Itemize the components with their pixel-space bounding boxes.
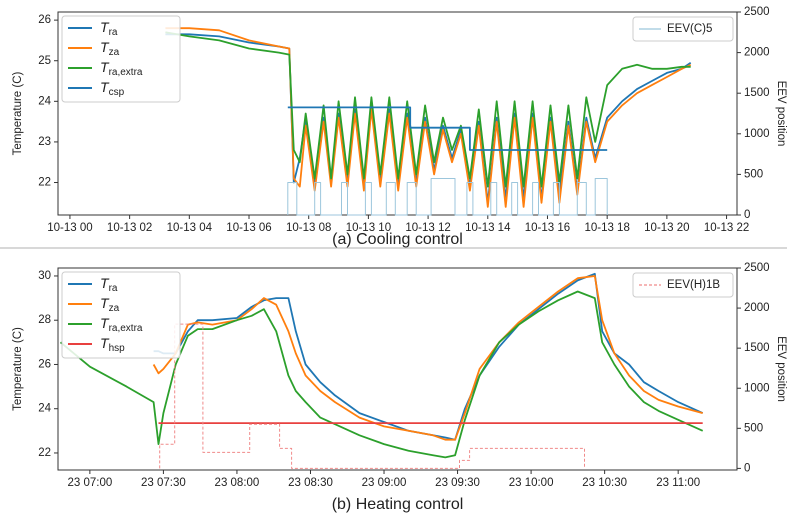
temperature-line	[165, 31, 691, 188]
legend-label: Tra,extra	[100, 59, 143, 78]
y2-tick-label: 0	[744, 462, 750, 474]
x-tick-label: 10-13 00	[47, 222, 92, 234]
y2-tick-label: 500	[744, 168, 763, 180]
legend-symbol: T	[100, 19, 110, 35]
x-tick-label: 10-13 02	[107, 222, 152, 234]
x-tick-label: 10-13 22	[704, 222, 749, 234]
y-tick-label: 24	[38, 403, 51, 415]
temperature-line	[287, 106, 608, 151]
y2-tick-label: 1500	[744, 342, 770, 354]
y-axis-label: Temperature (C)	[12, 71, 24, 155]
panel-title: (a) Cooling control	[332, 231, 463, 248]
x-tick-label: 10-13 04	[167, 222, 213, 234]
y2-tick-label: 2000	[744, 47, 770, 59]
y-axis-label: Temperature (C)	[12, 327, 24, 411]
legend-subscript: ra,extra	[109, 67, 143, 78]
legend-label: Tcsp	[100, 79, 125, 98]
legend-subscript: za	[109, 303, 120, 314]
x-tick-label: 10-13 20	[644, 222, 689, 234]
y-tick-label: 22	[38, 447, 51, 459]
plot-frame	[57, 267, 738, 471]
eev-line	[287, 178, 608, 216]
legend-subscript: csp	[109, 87, 125, 98]
x-tick-label: 10-13 10	[346, 222, 391, 234]
y-tick-label: 23	[38, 136, 51, 148]
y2-tick-label: 1000	[744, 128, 770, 140]
x-tick-label: 23 08:00	[215, 477, 260, 489]
y2-tick-label: 2500	[744, 6, 770, 18]
legend-label: Tza	[100, 295, 120, 314]
x-tick-label: 23 09:00	[362, 477, 407, 489]
x-tick-label: 23 07:00	[67, 477, 112, 489]
x-tick-label: 23 10:00	[509, 477, 554, 489]
legend-label: Thsp	[100, 335, 125, 354]
temperature-line	[153, 272, 704, 441]
x-tick-label: 10-13 06	[226, 222, 271, 234]
legend-symbol: T	[100, 295, 110, 311]
legend-symbol: T	[100, 315, 110, 331]
legend-label: Tra,extra	[100, 315, 143, 334]
legend-box	[632, 272, 734, 298]
x-tick-label: 23 11:00	[656, 477, 700, 489]
legend-symbol: T	[100, 335, 110, 351]
temperature-line	[165, 27, 692, 208]
x-tick-label: 10-13 12	[405, 222, 450, 234]
y2-tick-label: 1500	[744, 87, 770, 99]
legend-subscript: hsp	[109, 343, 126, 354]
panel-title: (b) Heating control	[332, 496, 464, 513]
legend-subscript: ra	[109, 27, 118, 38]
legend-box	[61, 15, 181, 103]
legend-label: Tza	[100, 39, 120, 58]
legend-symbol: T	[100, 79, 110, 95]
y-tick-label: 22	[38, 177, 51, 189]
legend-subscript: za	[109, 47, 120, 58]
y-tick-label: 30	[38, 270, 51, 282]
x-tick-label: 23 10:30	[582, 477, 627, 489]
y2-tick-label: 0	[744, 209, 750, 221]
y2-tick-label: 2000	[744, 302, 770, 314]
legend-box	[632, 16, 734, 42]
y2-axis-label: EEV position	[775, 336, 787, 402]
x-tick-label: 23 08:30	[288, 477, 333, 489]
legend-subscript: ra,extra	[109, 323, 143, 334]
y-tick-label: 28	[38, 314, 51, 326]
legend-symbol: T	[100, 275, 110, 291]
legend-label: EEV(C)5	[667, 23, 712, 35]
eev-line	[159, 323, 585, 469]
y-tick-label: 26	[38, 14, 51, 26]
y2-axis-label: EEV position	[775, 81, 787, 147]
y2-tick-label: 500	[744, 422, 763, 434]
x-tick-label: 10-13 14	[465, 222, 511, 234]
y-tick-label: 25	[38, 55, 51, 67]
legend-symbol: T	[100, 39, 110, 55]
legend-subscript: ra	[109, 283, 118, 294]
y2-tick-label: 2500	[744, 262, 770, 274]
x-tick-label: 10-13 18	[584, 222, 629, 234]
x-tick-label: 10-13 16	[525, 222, 570, 234]
y-tick-label: 24	[38, 95, 51, 107]
temperature-line	[152, 275, 703, 441]
y-tick-label: 26	[38, 358, 51, 370]
legend-symbol: T	[100, 59, 110, 75]
x-tick-label: 10-13 08	[286, 222, 331, 234]
temperature-line	[59, 290, 704, 459]
x-tick-label: 23 07:30	[141, 477, 186, 489]
legend-label: EEV(H)1B	[667, 279, 720, 291]
legend-label: Tra	[100, 19, 118, 38]
legend-box	[61, 271, 181, 359]
legend-label: Tra	[100, 275, 118, 294]
x-tick-label: 23 09:30	[435, 477, 480, 489]
y2-tick-label: 1000	[744, 382, 770, 394]
